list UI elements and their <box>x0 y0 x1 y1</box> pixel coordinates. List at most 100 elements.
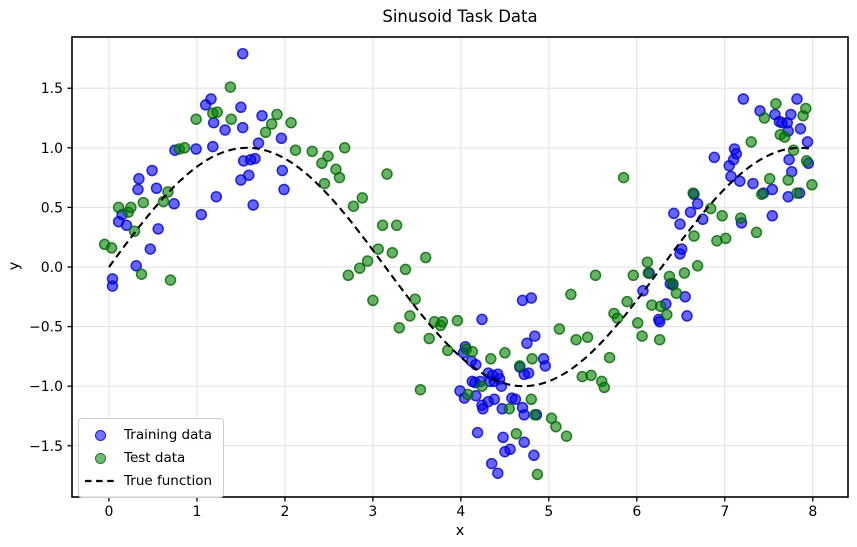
training-point <box>529 330 541 342</box>
test-point <box>376 219 389 232</box>
test-point <box>770 97 782 110</box>
test-point <box>316 157 328 170</box>
y-axis-label: y <box>6 261 23 271</box>
test-point <box>787 144 800 156</box>
x-tick-label: 7 <box>720 504 729 520</box>
y-tick-label: −1.5 <box>29 439 63 455</box>
training-point <box>144 243 157 255</box>
test-point <box>800 155 813 167</box>
test-point <box>526 353 538 365</box>
test-point <box>404 310 416 322</box>
test-point <box>636 330 648 342</box>
training-point <box>509 393 522 406</box>
test-point <box>419 251 432 264</box>
training-point <box>219 124 231 136</box>
training-point <box>235 101 247 114</box>
training-point <box>120 219 133 232</box>
training-point <box>794 123 807 135</box>
training-point <box>205 93 217 105</box>
training-point <box>132 183 144 196</box>
test-point <box>667 277 679 290</box>
test-point <box>529 409 541 421</box>
test-point <box>372 243 384 255</box>
legend-label-training: Training data <box>124 427 212 443</box>
training-point <box>730 148 743 160</box>
y-tick-label: 1.5 <box>41 81 63 97</box>
training-point <box>471 426 484 439</box>
legend-label-true-function: True function <box>124 473 213 489</box>
training-point <box>276 164 289 177</box>
training-point <box>504 443 516 456</box>
training-point <box>168 198 180 210</box>
test-points <box>98 81 818 481</box>
test-point <box>466 345 479 358</box>
y-tick-label: −1.0 <box>29 379 63 395</box>
test-point <box>603 351 616 364</box>
training-point <box>256 109 268 122</box>
test-point <box>211 106 223 118</box>
test-point <box>653 333 666 346</box>
training-point <box>747 177 759 190</box>
test-point <box>661 308 673 321</box>
test-point <box>687 187 699 199</box>
training-point <box>236 121 249 134</box>
test-point <box>318 177 331 190</box>
test-point <box>135 268 148 280</box>
test-point <box>627 269 640 282</box>
test-point <box>750 226 763 239</box>
test-point <box>423 332 435 345</box>
training-point <box>146 164 158 177</box>
test-point <box>356 192 369 204</box>
training-point <box>785 108 797 121</box>
training-point <box>485 457 498 470</box>
training-point <box>207 117 220 129</box>
training-point <box>668 207 680 220</box>
test-point <box>514 360 526 372</box>
test-point <box>719 232 732 245</box>
training-point <box>247 199 259 211</box>
training-point <box>653 316 666 328</box>
y-tick-label: 1.0 <box>41 141 63 157</box>
training-point <box>675 243 688 255</box>
test-point <box>164 274 177 286</box>
test-point <box>617 171 630 184</box>
training-point <box>518 436 530 448</box>
training-point <box>488 393 501 406</box>
training-point <box>152 223 164 235</box>
training-point <box>275 132 288 145</box>
test-point <box>585 369 597 382</box>
test-point <box>224 81 237 93</box>
training-point <box>210 190 223 203</box>
training-point <box>521 337 533 350</box>
test-point <box>137 196 150 209</box>
test-marker-icon <box>85 452 115 464</box>
test-point <box>386 246 399 259</box>
x-tick-label: 3 <box>368 504 377 520</box>
training-point <box>252 137 265 149</box>
training-point <box>195 208 208 221</box>
test-point <box>782 174 794 186</box>
legend-item-true-function: True function <box>85 471 212 491</box>
test-point <box>641 256 654 268</box>
test-point <box>125 201 137 214</box>
test-point <box>451 314 464 327</box>
test-point <box>381 168 393 180</box>
test-point <box>436 316 449 328</box>
training-point <box>684 206 697 218</box>
training-point <box>674 218 686 230</box>
legend-item-training: Training data <box>85 425 212 445</box>
test-point <box>631 317 644 329</box>
legend-item-test: Test data <box>85 448 212 468</box>
x-tick-label: 2 <box>280 504 289 520</box>
training-point <box>691 198 704 210</box>
test-point <box>778 131 791 143</box>
test-point <box>225 113 237 125</box>
training-point <box>236 47 249 60</box>
training-point <box>525 292 538 304</box>
training-point <box>528 449 540 462</box>
y-tick-label: 0.0 <box>41 260 63 276</box>
training-point <box>476 313 488 326</box>
x-tick-label: 6 <box>632 504 641 520</box>
